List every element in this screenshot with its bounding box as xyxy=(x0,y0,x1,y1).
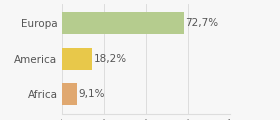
Text: 18,2%: 18,2% xyxy=(94,54,127,64)
Text: 72,7%: 72,7% xyxy=(185,18,219,28)
Bar xyxy=(62,48,92,70)
Bar xyxy=(62,83,77,105)
Bar xyxy=(62,12,184,34)
Text: 9,1%: 9,1% xyxy=(79,89,105,99)
